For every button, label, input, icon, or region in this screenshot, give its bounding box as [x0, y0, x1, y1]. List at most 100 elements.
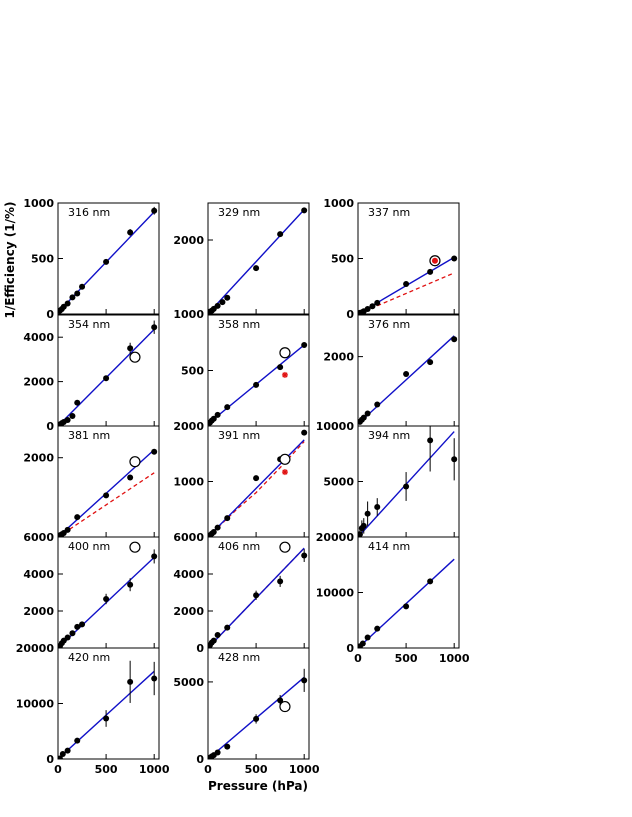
y-tick-label: 4000 [23, 331, 54, 344]
data-point [210, 637, 217, 644]
data-point [360, 414, 367, 421]
data-point [427, 268, 434, 275]
panel-label: 394 nm [368, 429, 410, 442]
panel-frame [207, 202, 310, 315]
panel-391-nm: 1000 2000 391 nm [173, 420, 310, 538]
y-tick-label: 0 [346, 308, 354, 321]
data-point [301, 341, 308, 348]
data-point [224, 743, 231, 750]
open-circle-point [279, 700, 291, 713]
data-point [59, 751, 66, 758]
data-point [364, 510, 371, 517]
data-point [214, 411, 221, 418]
y-tick-label: 5000 [323, 476, 354, 489]
panel-406-nm: 0 2000 4000 6000 406 nm [173, 531, 310, 655]
data-point [127, 474, 134, 481]
data-point [151, 324, 158, 331]
data-point [253, 475, 260, 482]
y-tick-label: 2000 [173, 420, 204, 433]
data-point [64, 300, 71, 307]
data-point [127, 581, 134, 588]
open-circle-point [129, 541, 141, 553]
data-point [151, 207, 158, 214]
data-point [277, 364, 284, 371]
data-point [364, 634, 371, 641]
open-circle-point [279, 541, 291, 553]
panel-label: 400 nm [68, 540, 110, 553]
x-axis-title: Pressure (hPa) [208, 779, 308, 793]
panel-label: 414 nm [368, 540, 410, 553]
data-point [127, 229, 134, 236]
data-point [79, 283, 86, 290]
plot-area [58, 448, 158, 537]
data-point [219, 299, 226, 306]
plot-area [58, 541, 158, 648]
panel-label: 354 nm [68, 318, 110, 331]
data-point [151, 448, 158, 455]
y-tick-label: 500 [331, 253, 354, 266]
data-point [451, 336, 458, 343]
data-point [427, 578, 434, 585]
panel-337-nm: 0 500 1000 337 nm [323, 197, 460, 321]
panel-420-nm: 0 10000 20000 0 500 1000 420 nm [16, 642, 170, 776]
data-point [210, 415, 217, 422]
y-tick-label: 1000 [23, 197, 54, 210]
panel-label: 329 nm [218, 206, 260, 219]
panel-329-nm: 1000 2000 329 nm [173, 202, 310, 321]
fit-line [358, 335, 455, 425]
data-point [103, 375, 110, 382]
data-point [427, 437, 434, 444]
panel-394-nm: 5000 10000 394 nm [316, 420, 460, 538]
x-tick-label: 500 [395, 652, 418, 665]
x-tick-label: 500 [95, 763, 118, 776]
y-tick-label: 10000 [316, 587, 355, 600]
data-point [224, 294, 231, 301]
data-point [253, 265, 260, 272]
panel-400-nm: 2000 4000 6000 400 nm [23, 531, 160, 649]
panel-frame [357, 202, 460, 315]
data-point [103, 258, 110, 265]
panel-label: 337 nm [368, 206, 410, 219]
panel-label: 391 nm [218, 429, 260, 442]
fit-line [208, 439, 305, 537]
data-point [360, 522, 367, 529]
panel-label: 316 nm [68, 206, 110, 219]
data-point [301, 552, 308, 559]
y-axis-title: 1/Efficiency (1/%) [3, 201, 17, 318]
panel-316-nm: 0 500 1000 316 nm [23, 197, 160, 321]
panel-frame [207, 314, 310, 427]
data-point [253, 592, 260, 599]
panel-label: 420 nm [68, 651, 110, 664]
y-tick-label: 20000 [316, 531, 355, 544]
y-tick-label: 0 [346, 642, 354, 655]
panel-frame [207, 425, 310, 538]
panel-frame [57, 647, 160, 760]
dashed-fit-line [208, 441, 305, 537]
fit-line [208, 209, 305, 314]
data-point [74, 623, 81, 630]
plot-area [208, 668, 308, 759]
data-point [103, 715, 110, 722]
data-point [64, 634, 71, 641]
data-point [79, 621, 86, 628]
y-tick-label: 6000 [173, 531, 204, 544]
x-tick-label: 1000 [439, 652, 470, 665]
data-point [301, 429, 308, 436]
data-point [403, 483, 410, 490]
open-circle-point [129, 351, 141, 363]
y-tick-label: 2000 [173, 234, 204, 247]
plot-area [58, 206, 158, 314]
dashed-fit-line [58, 472, 155, 537]
panel-label: 406 nm [218, 540, 260, 553]
panel-label: 428 nm [218, 651, 260, 664]
y-tick-label: 20000 [16, 642, 55, 655]
y-tick-label: 5000 [173, 676, 204, 689]
data-point [364, 306, 371, 313]
data-point [359, 640, 366, 647]
y-tick-label: 1000 [173, 476, 204, 489]
data-point [277, 697, 284, 704]
open-circle-point [279, 453, 291, 465]
panel-label: 376 nm [368, 318, 410, 331]
star-point [431, 257, 438, 264]
x-tick-label: 1000 [289, 763, 320, 776]
